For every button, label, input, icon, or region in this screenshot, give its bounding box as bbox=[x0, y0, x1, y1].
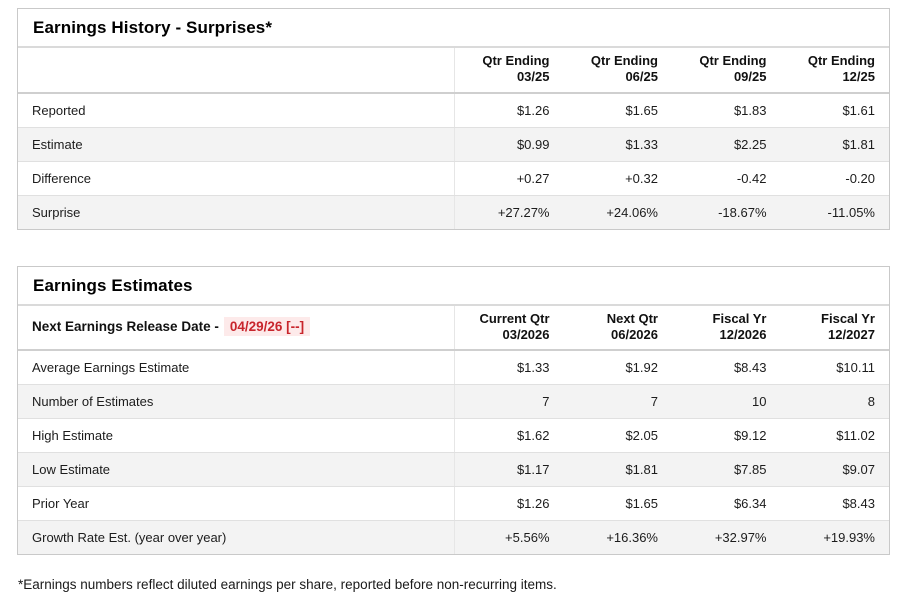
cell-value: $10.11 bbox=[836, 360, 875, 375]
cell-value-negative: -0.42 bbox=[736, 170, 767, 186]
row-label: Low Estimate bbox=[18, 453, 455, 486]
row-label: Average Earnings Estimate bbox=[18, 351, 455, 384]
table-row-average-earnings-estimate: Average Earnings Estimate $1.33 $1.92 $8… bbox=[18, 351, 889, 384]
table-row-surprise: Surprise +27.27% +24.06% -18.67% -11.05% bbox=[18, 194, 889, 229]
column-header-line2: 12/25 bbox=[842, 69, 875, 85]
earnings-history-card: Earnings History - Surprises* Qtr Ending… bbox=[17, 8, 890, 230]
cell-value-positive: +5.56% bbox=[505, 530, 550, 545]
column-header-line2: 03/2026 bbox=[502, 326, 550, 342]
row-label: High Estimate bbox=[18, 419, 455, 452]
column-header-qtr-0925: Qtr Ending 09/25 bbox=[672, 48, 781, 92]
next-earnings-release-date: Next Earnings Release Date - 04/29/26 [-… bbox=[18, 305, 455, 349]
cell-value: $9.12 bbox=[733, 428, 767, 443]
earnings-estimates-card: Earnings Estimates Next Earnings Release… bbox=[17, 265, 890, 555]
table-row-high-estimate: High Estimate $1.62 $2.05 $9.12 $11.02 bbox=[18, 418, 889, 452]
cell-value: $7.85 bbox=[733, 462, 767, 477]
column-header-current-qtr: Current Qtr 03/2026 bbox=[455, 306, 564, 350]
column-header-line2: 12/2027 bbox=[828, 326, 875, 342]
cell-value: 7 bbox=[650, 394, 658, 409]
row-label: Number of Estimates bbox=[18, 385, 455, 418]
earnings-history-header-row: Qtr Ending 03/25 Qtr Ending 06/25 Qtr En… bbox=[18, 48, 889, 94]
cell-value: $1.65 bbox=[625, 496, 658, 511]
row-label: Difference bbox=[18, 161, 455, 195]
earnings-estimates-title: Earnings Estimates bbox=[18, 267, 889, 306]
cell-value: $0.99 bbox=[516, 136, 550, 152]
table-row-prior-year: Prior Year $1.26 $1.65 $6.34 $8.43 bbox=[18, 486, 889, 520]
row-label: Prior Year bbox=[18, 487, 455, 520]
cell-value-positive: +32.97% bbox=[714, 530, 767, 545]
table-row-difference: Difference +0.27 +0.32 -0.42 -0.20 bbox=[18, 160, 889, 195]
column-header-line2: 06/25 bbox=[625, 69, 658, 85]
column-header-fiscal-yr-2027: Fiscal Yr 12/2027 bbox=[781, 306, 890, 350]
column-header-line1: Current Qtr bbox=[479, 310, 550, 326]
cell-value-negative: -18.67% bbox=[718, 204, 767, 220]
cell-value: $1.17 bbox=[516, 462, 550, 477]
release-date-label: Next Earnings Release Date - bbox=[32, 319, 219, 335]
cell-value: $2.05 bbox=[625, 428, 658, 443]
row-label: Reported bbox=[18, 93, 455, 127]
cell-value: $1.81 bbox=[625, 462, 658, 477]
earnings-estimates-header-row: Next Earnings Release Date - 04/29/26 [-… bbox=[18, 305, 890, 351]
column-header-line1: Qtr Ending bbox=[482, 53, 550, 68]
row-label: Surprise bbox=[18, 195, 455, 229]
cell-value: $1.61 bbox=[842, 102, 875, 118]
cell-value: $1.33 bbox=[625, 136, 658, 152]
cell-value-positive: +27.27% bbox=[497, 204, 550, 220]
cell-value: 7 bbox=[542, 394, 550, 409]
cell-value: $2.25 bbox=[733, 136, 767, 152]
cell-value: $1.26 bbox=[516, 102, 550, 118]
cell-value: $1.26 bbox=[516, 496, 550, 511]
column-header-line1: Qtr Ending bbox=[807, 53, 875, 68]
column-header-qtr-0325: Qtr Ending 03/25 bbox=[455, 48, 564, 92]
column-header-line2: 09/25 bbox=[733, 69, 767, 85]
table-row-estimate: Estimate $0.99 $1.33 $2.25 $1.81 bbox=[18, 126, 889, 161]
column-header-line1: Fiscal Yr bbox=[712, 310, 767, 326]
cell-value: $6.34 bbox=[733, 496, 767, 511]
column-header-fiscal-yr-2026: Fiscal Yr 12/2026 bbox=[672, 306, 781, 350]
cell-value: $8.43 bbox=[733, 360, 767, 375]
column-header-qtr-1225: Qtr Ending 12/25 bbox=[781, 48, 890, 92]
cell-value: $9.07 bbox=[842, 462, 875, 477]
column-header-line1: Fiscal Yr bbox=[821, 310, 875, 326]
row-label: Estimate bbox=[18, 127, 455, 161]
cell-value: $1.81 bbox=[842, 136, 875, 152]
cell-value: 10 bbox=[752, 394, 767, 409]
column-header-qtr-0625: Qtr Ending 06/25 bbox=[564, 48, 673, 92]
cell-value-positive: +16.36% bbox=[606, 530, 658, 545]
column-header-line2: 03/25 bbox=[516, 69, 550, 85]
header-spacer-cell bbox=[18, 48, 455, 92]
earnings-history-title: Earnings History - Surprises* bbox=[18, 9, 889, 48]
table-row-number-of-estimates: Number of Estimates 7 7 10 8 bbox=[18, 384, 889, 418]
cell-value: 8 bbox=[867, 394, 875, 409]
release-date-value: 04/29/26 [--] bbox=[223, 317, 311, 337]
row-label: Growth Rate Est. (year over year) bbox=[18, 521, 455, 554]
cell-value: $11.02 bbox=[836, 428, 875, 443]
cell-value-positive: +19.93% bbox=[823, 530, 875, 545]
table-row-low-estimate: Low Estimate $1.17 $1.81 $7.85 $9.07 bbox=[18, 452, 889, 486]
column-header-line1: Qtr Ending bbox=[590, 53, 658, 68]
cell-value: $8.43 bbox=[842, 496, 875, 511]
cell-value-positive: +0.27 bbox=[516, 170, 550, 186]
table-row-reported: Reported $1.26 $1.65 $1.83 $1.61 bbox=[18, 93, 889, 127]
cell-value-negative: -0.20 bbox=[845, 170, 875, 186]
cell-value-positive: +24.06% bbox=[606, 204, 658, 220]
column-header-line2: 06/2026 bbox=[611, 326, 658, 342]
cell-value: $1.33 bbox=[516, 360, 550, 375]
column-header-line1: Qtr Ending bbox=[699, 53, 767, 68]
table-row-growth-rate-est: Growth Rate Est. (year over year) +5.56%… bbox=[18, 520, 889, 554]
cell-value: $1.83 bbox=[733, 102, 767, 118]
cell-value: $1.62 bbox=[516, 428, 550, 443]
cell-value: $1.65 bbox=[625, 102, 658, 118]
cell-value-positive: +0.32 bbox=[625, 170, 658, 186]
column-header-next-qtr: Next Qtr 06/2026 bbox=[564, 306, 673, 350]
column-header-line1: Next Qtr bbox=[606, 310, 658, 326]
cell-value: $1.92 bbox=[625, 360, 658, 375]
column-header-line2: 12/2026 bbox=[719, 326, 767, 342]
cell-value-negative: -11.05% bbox=[827, 204, 875, 220]
